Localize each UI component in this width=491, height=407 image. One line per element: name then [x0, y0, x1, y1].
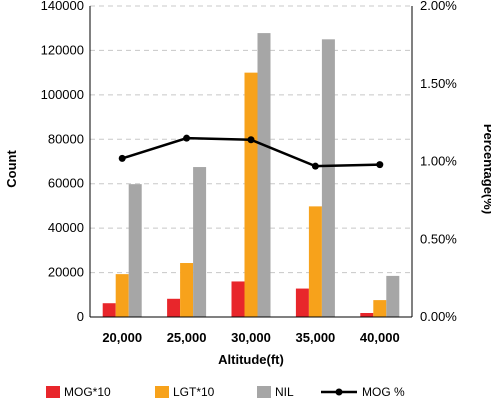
bar-lgt-10-1 [180, 263, 194, 317]
y2-tick-label: 1.00% [420, 154, 457, 169]
mog-percent-point-3 [311, 162, 319, 170]
bars [102, 33, 400, 318]
x-tick-label: 35,000 [296, 330, 336, 345]
mog-percent-point-0 [118, 154, 126, 162]
y-axis-title: Count [4, 150, 19, 188]
legend-marker-mog- [335, 388, 343, 396]
bar-mog-10-1 [167, 298, 181, 317]
y2-tick-label: 1.50% [420, 76, 457, 91]
mog-percent-point-1 [183, 134, 191, 142]
legend: MOG*10 LGT*10 NIL MOG % [46, 385, 405, 399]
bar-lgt-10-4 [373, 300, 387, 317]
legend-swatch-mog-10 [46, 386, 60, 398]
y-tick-label: 120000 [41, 42, 84, 57]
legend-label-nil: NIL [275, 385, 294, 399]
axes [89, 6, 413, 318]
bar-nil-0 [128, 184, 142, 317]
legend-label-lgt-10: LGT*10 [173, 385, 215, 399]
y2-tick-label: 0.00% [420, 309, 457, 324]
bar-lgt-10-2 [244, 72, 258, 318]
mog-percent-point-4 [376, 161, 384, 169]
bar-lgt-10-0 [115, 274, 129, 317]
legend-swatch-lgt-10 [155, 386, 169, 398]
x-tick-label: 40,000 [360, 330, 400, 345]
y-tick-labels: 0 20000 40000 60000 80000 100000 120000 140000 [41, 0, 84, 324]
legend-swatch-nil [257, 386, 271, 398]
bar-nil-4 [386, 275, 400, 317]
y-tick-label: 20000 [48, 265, 84, 280]
x-axis-title: Altitude(ft) [218, 352, 284, 367]
legend-label-mog-: MOG % [362, 385, 405, 399]
legend-label-mog-10: MOG*10 [64, 385, 111, 399]
x-tick-label: 25,000 [167, 330, 207, 345]
mog-percent-line [118, 134, 384, 170]
bar-mog-10-0 [102, 303, 116, 317]
bar-nil-1 [193, 167, 207, 317]
y-tick-label: 80000 [48, 131, 84, 146]
y-tick-label: 100000 [41, 87, 84, 102]
x-tick-labels: 20,000 25,000 30,000 35,000 40,000 [102, 330, 399, 345]
y2-tick-labels: 0.00% 0.50% 1.00% 1.50% 2.00% [420, 0, 457, 324]
bar-mog-10-4 [360, 313, 374, 317]
y-tick-label: 0 [77, 309, 84, 324]
mog-percent-point-2 [247, 136, 255, 144]
bar-mog-10-2 [231, 281, 245, 317]
bar-nil-2 [257, 33, 271, 317]
bar-nil-3 [321, 39, 335, 317]
x-tick-label: 20,000 [102, 330, 142, 345]
x-tick-label: 30,000 [231, 330, 271, 345]
bar-lgt-10-3 [308, 206, 322, 317]
bar-mog-10-3 [295, 288, 309, 317]
y2-axis-title: Percentage(%) [481, 124, 491, 214]
y2-tick-label: 2.00% [420, 0, 457, 13]
y-tick-label: 60000 [48, 176, 84, 191]
y-tick-label: 40000 [48, 220, 84, 235]
y2-tick-label: 0.50% [420, 231, 457, 246]
y-tick-label: 140000 [41, 0, 84, 13]
